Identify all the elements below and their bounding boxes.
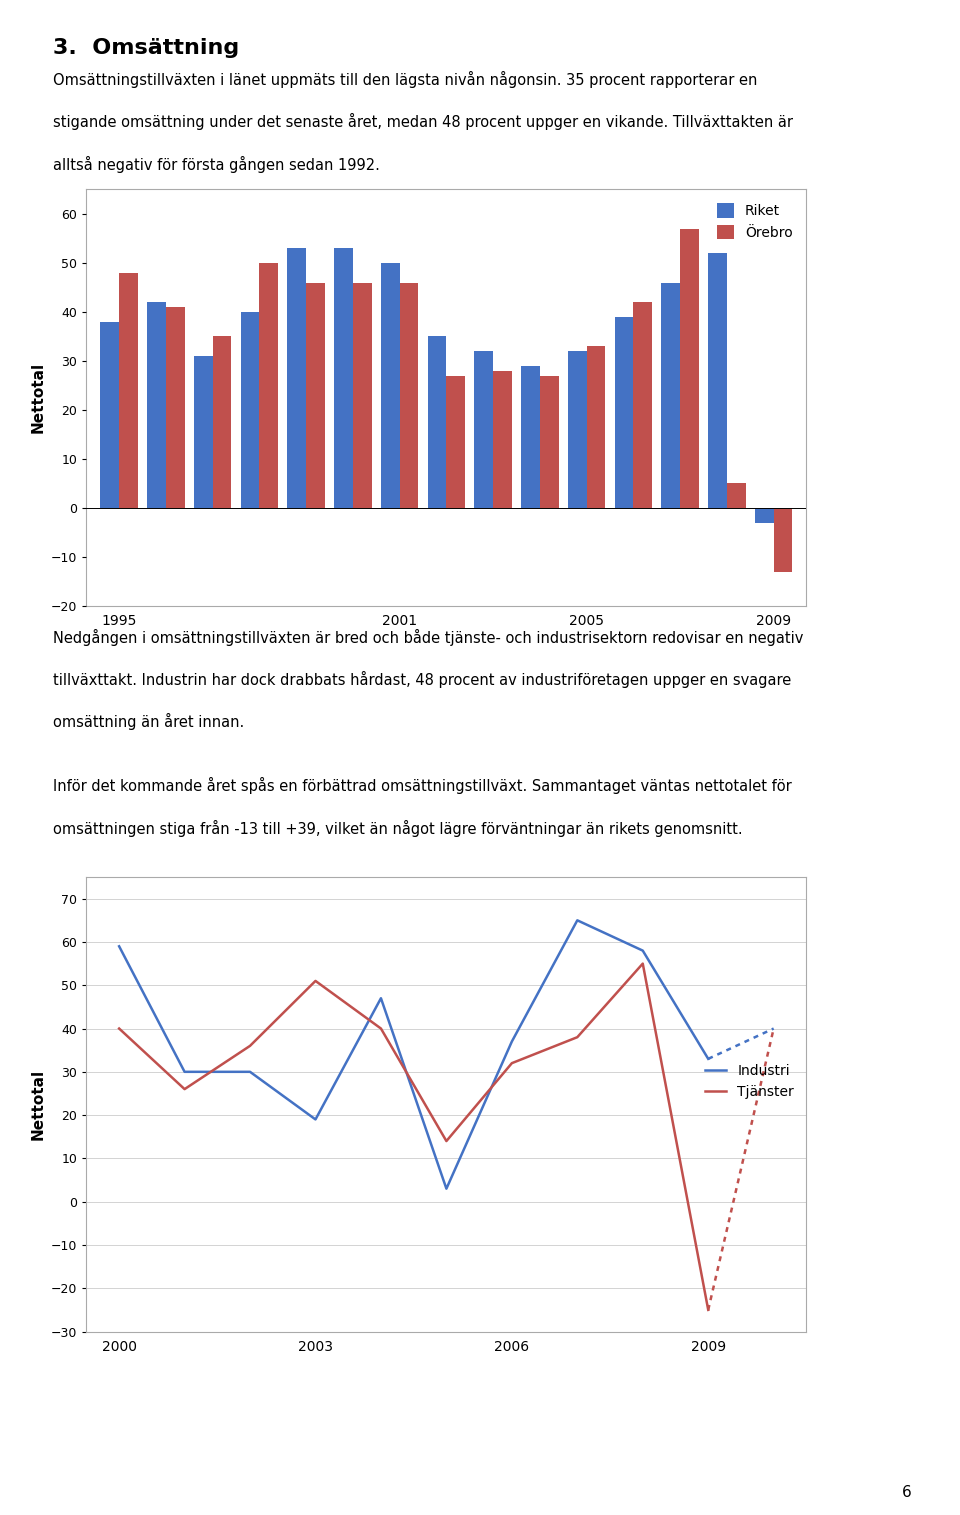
Tjänster [179, 1080, 190, 1098]
Text: omsättningen stiga från -13 till +39, vilket än något lägre förväntningar än rik: omsättningen stiga från -13 till +39, vi… [53, 820, 742, 836]
Text: stigande omsättning under det senaste året, medan 48 procent uppger en vikande. : stigande omsättning under det senaste år… [53, 114, 793, 130]
Bar [101, 321, 119, 508]
Bar [241, 312, 259, 508]
Bar [428, 336, 446, 508]
Bar [446, 376, 465, 508]
Bar [194, 356, 212, 508]
Tjänster [637, 954, 649, 973]
Bar [755, 508, 774, 523]
Bar [166, 308, 184, 508]
Legend: Riket, Örebro: Riket, Örebro [710, 197, 800, 247]
Industri [179, 1062, 190, 1080]
Tjänster [506, 1054, 517, 1073]
Text: 6: 6 [902, 1485, 912, 1500]
Text: 3.  Omsättning: 3. Omsättning [53, 38, 239, 58]
Bar [587, 347, 606, 508]
Bar [353, 282, 372, 508]
Bar [212, 336, 231, 508]
Tjänster [703, 1301, 714, 1320]
Industri [637, 941, 649, 959]
Bar [521, 365, 540, 508]
Bar [147, 301, 166, 508]
Industri [506, 1032, 517, 1050]
Industri [310, 1110, 322, 1129]
Text: tillväxttakt. Industrin har dock drabbats hårdast, 48 procent av industriföretag: tillväxttakt. Industrin har dock drabbat… [53, 671, 791, 688]
Bar [474, 351, 493, 508]
Bar [287, 248, 306, 508]
Bar [634, 301, 652, 508]
Line: Tjänster: Tjänster [119, 964, 708, 1310]
Bar [119, 273, 138, 508]
Industri [703, 1050, 714, 1068]
Bar [334, 248, 353, 508]
Bar [306, 282, 324, 508]
Industri [441, 1180, 452, 1198]
Y-axis label: Nettotal: Nettotal [31, 362, 45, 433]
Tjänster [310, 971, 322, 989]
Bar [661, 282, 681, 508]
Bar [493, 371, 512, 508]
Bar [540, 376, 559, 508]
Text: alltså negativ för första gången sedan 1992.: alltså negativ för första gången sedan 1… [53, 156, 379, 173]
Line: Industri: Industri [119, 920, 708, 1189]
Legend: Industri, Tjänster: Industri, Tjänster [700, 1059, 800, 1104]
Industri [375, 989, 387, 1007]
Text: Nedgången i omsättningstillväxten är bred och både tjänste- och industrisektorn : Nedgången i omsättningstillväxten är bre… [53, 629, 804, 645]
Tjänster [244, 1036, 255, 1054]
Bar [727, 483, 746, 508]
Text: Omsättningstillväxten i länet uppmäts till den lägsta nivån någonsin. 35 procent: Omsättningstillväxten i länet uppmäts ti… [53, 71, 757, 88]
Tjänster [571, 1029, 583, 1047]
Bar [568, 351, 587, 508]
Industri [571, 911, 583, 929]
Bar [381, 264, 399, 508]
Bar [681, 229, 699, 508]
Industri [113, 938, 125, 956]
Bar [774, 508, 792, 571]
Tjänster [375, 1020, 387, 1038]
Y-axis label: Nettotal: Nettotal [31, 1068, 45, 1139]
Bar [614, 317, 634, 508]
Tjänster [113, 1020, 125, 1038]
Text: omsättning än året innan.: omsättning än året innan. [53, 714, 244, 730]
Bar [399, 282, 419, 508]
Text: Inför det kommande året spås en förbättrad omsättningstillväxt. Sammantaget vänt: Inför det kommande året spås en förbättr… [53, 777, 792, 794]
Industri [244, 1062, 255, 1080]
Tjänster [441, 1132, 452, 1150]
Bar [259, 264, 278, 508]
Bar [708, 253, 727, 508]
